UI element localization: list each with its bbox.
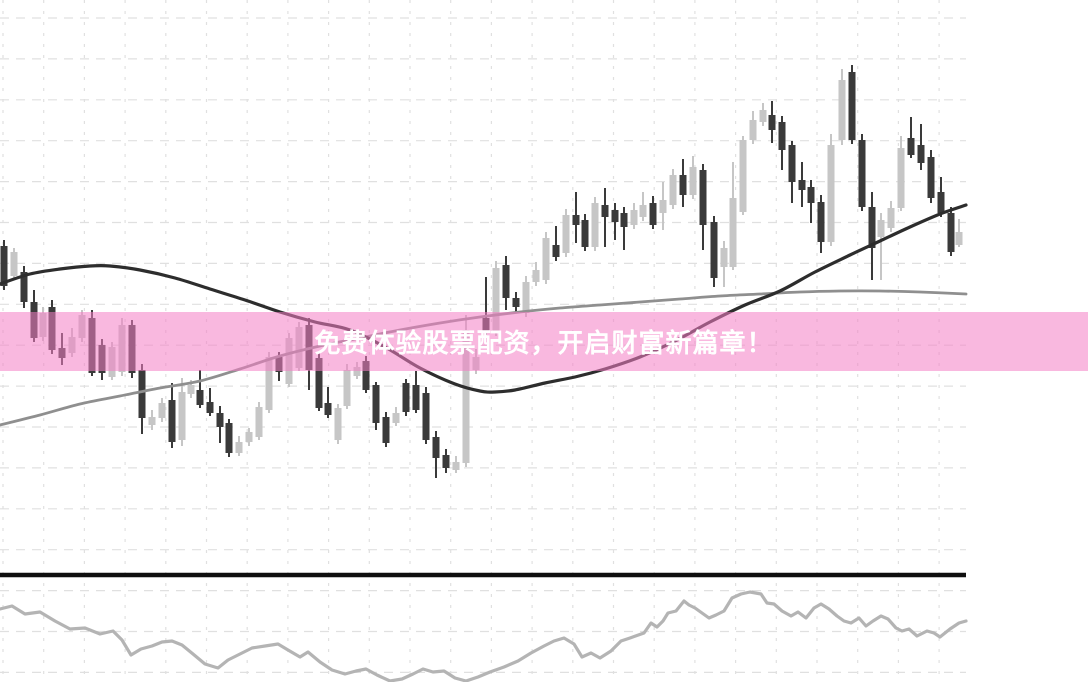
ma-dark-line <box>0 203 968 394</box>
promo-banner-text: 免费体验股票配资，开启财富新篇章！ <box>314 329 774 359</box>
oscillator-line <box>0 590 968 682</box>
promo-banner[interactable]: 免费体验股票配资，开启财富新篇章！ <box>0 312 1088 371</box>
